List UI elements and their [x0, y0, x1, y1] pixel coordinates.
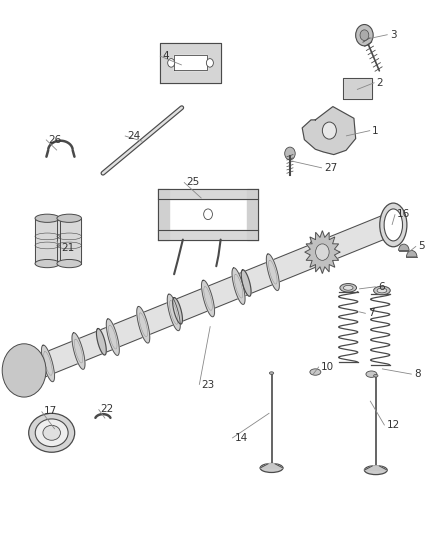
Ellipse shape	[364, 466, 387, 474]
Text: 8: 8	[414, 369, 420, 379]
Text: 26: 26	[48, 135, 61, 144]
Ellipse shape	[260, 464, 283, 472]
Polygon shape	[13, 362, 22, 389]
Circle shape	[204, 209, 212, 220]
Text: 17: 17	[44, 407, 57, 416]
Circle shape	[168, 59, 175, 67]
Polygon shape	[158, 189, 169, 240]
Text: 10: 10	[321, 362, 334, 372]
Circle shape	[360, 30, 369, 41]
Ellipse shape	[380, 203, 407, 247]
Wedge shape	[399, 244, 409, 251]
Polygon shape	[302, 107, 356, 155]
Text: 22: 22	[101, 405, 114, 414]
Polygon shape	[174, 55, 207, 70]
Ellipse shape	[374, 286, 390, 295]
Polygon shape	[72, 333, 85, 369]
Circle shape	[14, 358, 35, 383]
Text: 2: 2	[377, 78, 383, 87]
Polygon shape	[260, 464, 283, 468]
Text: 14: 14	[234, 433, 247, 443]
Circle shape	[316, 244, 329, 260]
Polygon shape	[247, 189, 258, 240]
Text: 7: 7	[368, 309, 374, 318]
Circle shape	[2, 344, 46, 397]
Ellipse shape	[29, 414, 74, 452]
Ellipse shape	[310, 369, 321, 375]
Ellipse shape	[57, 260, 81, 268]
Text: 21: 21	[61, 243, 74, 253]
Text: 4: 4	[162, 51, 169, 61]
Text: 24: 24	[127, 131, 140, 141]
Text: 6: 6	[378, 282, 385, 292]
Ellipse shape	[35, 260, 60, 268]
Polygon shape	[57, 219, 81, 263]
Ellipse shape	[377, 288, 387, 293]
Text: 5: 5	[418, 241, 425, 251]
Polygon shape	[137, 306, 150, 343]
Ellipse shape	[43, 425, 60, 440]
Text: 1: 1	[372, 126, 379, 135]
Text: 27: 27	[324, 163, 337, 173]
Circle shape	[19, 364, 29, 377]
Wedge shape	[406, 251, 417, 257]
Polygon shape	[167, 294, 180, 330]
Text: 25: 25	[186, 177, 199, 187]
Polygon shape	[160, 43, 221, 83]
Circle shape	[322, 122, 336, 139]
Ellipse shape	[366, 371, 377, 377]
Polygon shape	[232, 268, 245, 304]
Circle shape	[356, 25, 373, 46]
Ellipse shape	[269, 372, 274, 374]
Ellipse shape	[35, 419, 68, 447]
Ellipse shape	[384, 209, 403, 241]
Polygon shape	[173, 297, 183, 324]
Polygon shape	[310, 242, 320, 269]
Polygon shape	[96, 328, 106, 355]
Text: 16: 16	[397, 209, 410, 219]
Polygon shape	[266, 254, 279, 290]
Polygon shape	[158, 189, 258, 199]
Circle shape	[206, 59, 213, 67]
Ellipse shape	[340, 284, 357, 292]
Ellipse shape	[374, 374, 378, 377]
Polygon shape	[42, 345, 54, 382]
Polygon shape	[382, 213, 392, 239]
Text: 12: 12	[387, 421, 400, 430]
Ellipse shape	[35, 214, 60, 222]
Polygon shape	[106, 319, 119, 356]
Circle shape	[285, 147, 295, 160]
Text: 3: 3	[390, 30, 396, 39]
Polygon shape	[343, 78, 372, 99]
Polygon shape	[201, 280, 215, 317]
Polygon shape	[364, 466, 387, 470]
Ellipse shape	[57, 214, 81, 222]
Circle shape	[7, 350, 41, 391]
Text: 23: 23	[201, 380, 215, 390]
Polygon shape	[241, 270, 251, 296]
Polygon shape	[14, 210, 402, 387]
Polygon shape	[158, 230, 258, 240]
Ellipse shape	[343, 286, 353, 290]
Polygon shape	[35, 219, 60, 263]
Polygon shape	[305, 231, 340, 273]
